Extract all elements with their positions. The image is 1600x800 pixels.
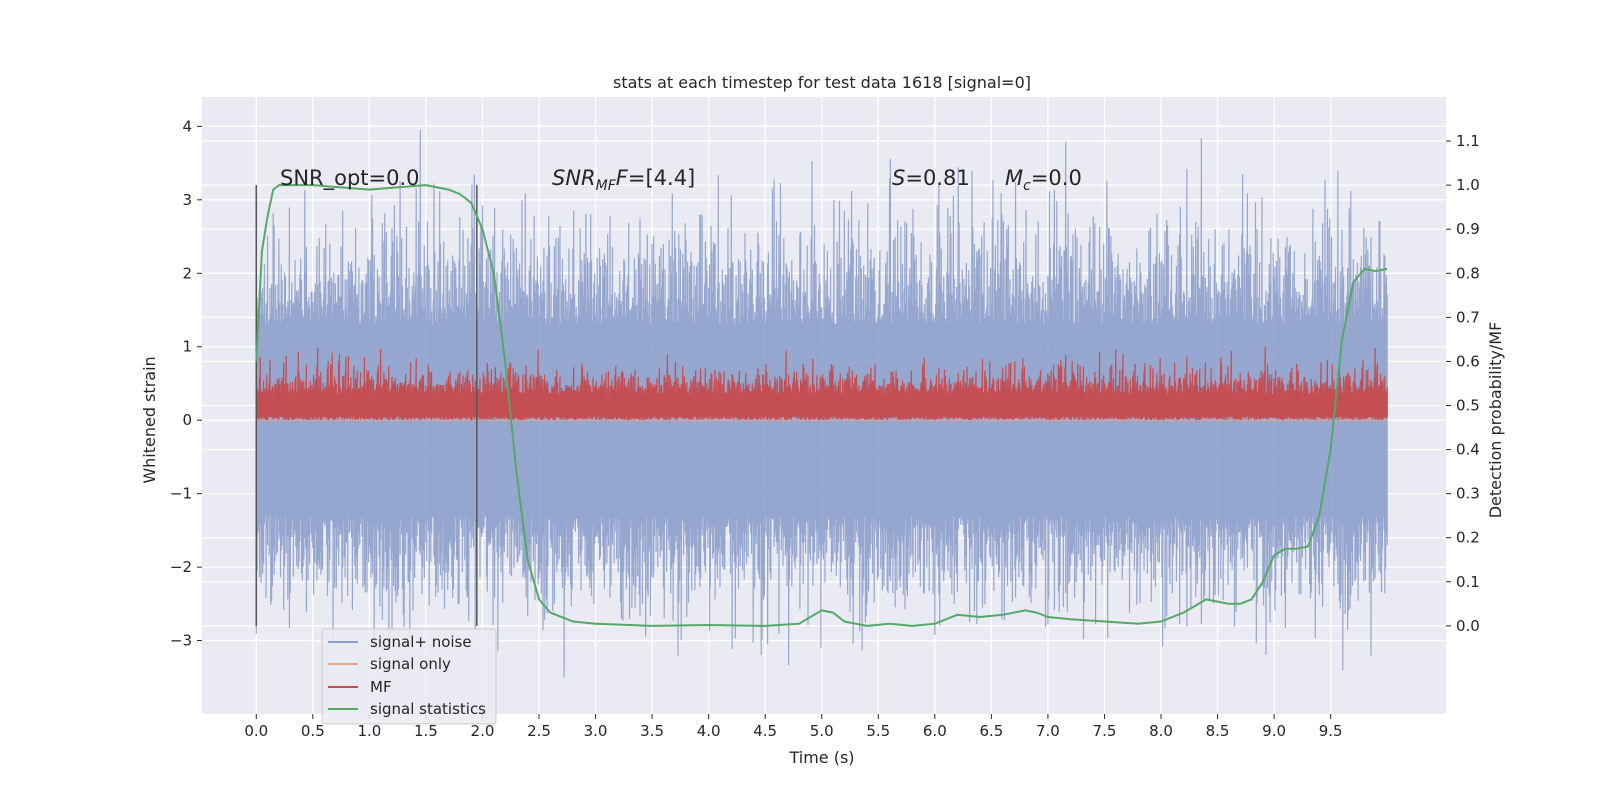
x-tick-label: 5.0 (810, 722, 834, 740)
y-tick-label-right: 0.6 (1456, 352, 1480, 370)
y-tick-label-right: 0.4 (1456, 441, 1480, 459)
x-tick-label: 7.5 (1093, 722, 1117, 740)
y-tick-label-right: 0.3 (1456, 485, 1480, 503)
mc-value: =0.0 (1031, 166, 1082, 190)
x-tick-label: 4.0 (697, 722, 721, 740)
legend-label-signal-noise: signal+ noise (370, 633, 472, 651)
y-tick-label-right: 0.9 (1456, 220, 1480, 238)
y-tick-label-right: 0.5 (1456, 397, 1480, 415)
legend-label-mf: MF (370, 678, 392, 696)
y-tick-label-left: −1 (170, 485, 192, 503)
x-tick-label: 6.5 (979, 722, 1003, 740)
s-annotation: S=0.81 (892, 166, 970, 190)
y-axis-label-left: Whitened strain (140, 356, 159, 483)
series-mf (255, 346, 1388, 421)
mc-annotation: Mc=0.0 (1005, 166, 1082, 194)
s-label: S (892, 166, 905, 190)
legend-label-signal-only: signal only (370, 655, 451, 673)
x-tick-label: 0.0 (244, 722, 268, 740)
x-tick-label: 3.0 (584, 722, 608, 740)
y-tick-label-left: −3 (170, 632, 192, 650)
y-tick-label-left: −2 (170, 558, 192, 576)
y-tick-label-left: 2 (182, 264, 192, 282)
y-tick-label-left: 4 (182, 117, 192, 135)
x-tick-label: 1.5 (414, 722, 438, 740)
x-tick-label: 1.0 (357, 722, 381, 740)
legend-label-signal-statistics: signal statistics (370, 700, 486, 718)
y-tick-label-left: 1 (182, 338, 192, 356)
snr-mf-subscript: MF (596, 178, 617, 194)
x-tick-label: 2.5 (527, 722, 551, 740)
y-tick-label-right: 1.0 (1456, 176, 1480, 194)
y-tick-label-right: 0.8 (1456, 264, 1480, 282)
x-tick-label: 8.5 (1206, 722, 1230, 740)
x-tick-label: 4.5 (753, 722, 777, 740)
x-tick-label: 0.5 (301, 722, 325, 740)
x-tick-label: 7.0 (1036, 722, 1060, 740)
legend-box (321, 628, 497, 725)
legend: signal+ noise signal only MF signal stat… (321, 628, 497, 725)
x-axis-label: Time (s) (788, 748, 854, 767)
x-tick-label: 6.0 (923, 722, 947, 740)
y-tick-label-left: 0 (182, 411, 192, 429)
y-tick-label-right: 0.1 (1456, 573, 1480, 591)
x-tick-label: 8.0 (1149, 722, 1173, 740)
x-tick-label: 9.0 (1262, 722, 1286, 740)
y-tick-label-right: 0.2 (1456, 529, 1480, 547)
mc-label: M (1005, 166, 1023, 190)
series-signal-statistics (255, 184, 1388, 627)
snr-mf-label: SNR (552, 166, 596, 190)
y-tick-label-left: 3 (182, 191, 192, 209)
x-tick-label: 3.5 (640, 722, 664, 740)
y-tick-label-right: 0.7 (1456, 308, 1480, 326)
snr-opt-annotation: SNR_opt=0.0 (280, 166, 420, 191)
snr-mf-annotation: SNRMFF=[4.4] (552, 166, 695, 194)
x-tick-label: 2.0 (471, 722, 495, 740)
snr-mf-eq: F (616, 166, 629, 190)
series-layer (255, 129, 1388, 678)
y-axis-label-right: Detection probability/MF (1486, 322, 1505, 519)
y-tick-label-right: 1.1 (1456, 132, 1480, 150)
chart-title: stats at each timestep for test data 161… (613, 73, 1031, 92)
y-tick-label-right: 0.0 (1456, 617, 1480, 635)
s-value: =0.81 (905, 166, 969, 190)
x-tick-label: 5.5 (866, 722, 890, 740)
axes-layer: 0.0 0.5 1.0 1.5 2.0 2.5 3.0 3.5 4.0 4.5 5.0 5.5 6.0 6… (170, 117, 1480, 740)
mc-subscript: c (1023, 178, 1031, 194)
x-tick-label: 9.5 (1319, 722, 1343, 740)
snr-mf-value: =[4.4] (628, 166, 695, 190)
series-signal-noise (255, 129, 1388, 678)
